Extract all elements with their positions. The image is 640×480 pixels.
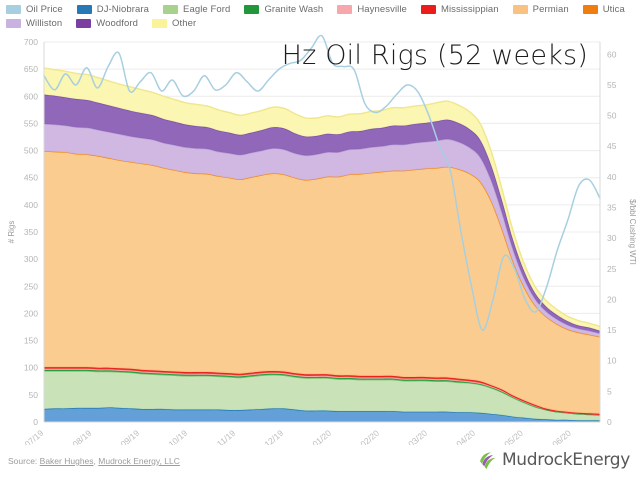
x-axis-tick-label: 10/19 (166, 428, 189, 445)
legend-swatch-icon (163, 4, 179, 14)
source-link-baker-hughes[interactable]: Baker Hughes (39, 456, 94, 466)
y2-axis-tick-label: 20 (607, 294, 617, 304)
legend-swatch-icon (420, 4, 436, 14)
y-axis-tick-label: 500 (24, 146, 38, 156)
y-axis-tick-label: 250 (24, 281, 38, 291)
legend-item-label: Granite Wash (264, 3, 324, 15)
area-woodford (44, 94, 600, 334)
y2-axis-tick-label: 5 (607, 386, 612, 396)
legend-swatch-icon (76, 18, 92, 28)
legend-item-label: Eagle Ford (183, 3, 231, 15)
legend-swatch-icon (337, 4, 353, 14)
area-outline-other (43, 67, 601, 328)
logo-word-energy: Energy (572, 450, 630, 470)
x-axis-tick-label: 03/20 (406, 428, 429, 445)
y2-axis-tick-label: 55 (607, 80, 617, 90)
legend-item-permian[interactable]: Permian (512, 2, 569, 16)
x-axis-tick-label: 08/19 (71, 428, 94, 445)
logo-wordmark: MudrockEnergy (502, 450, 630, 470)
legend-item-other[interactable]: Other (152, 16, 196, 30)
area-eagle-ford (44, 370, 600, 421)
y-axis-tick-label: 550 (24, 118, 38, 128)
y-axis-tick-label: 200 (24, 308, 38, 318)
legend-swatch-icon (6, 18, 21, 28)
legend-swatch-icon (76, 4, 92, 14)
area-permian (44, 151, 600, 414)
y-axis-tick-label: 100 (24, 363, 38, 373)
legend-item-label: Woodford (96, 17, 139, 29)
legend-swatch-icon (244, 4, 260, 14)
y-axis-title: # Rigs (7, 221, 16, 244)
legend-item-mississippian[interactable]: Mississippian (420, 2, 499, 16)
y2-axis-tick-label: 50 (607, 111, 617, 121)
legend-item-utica[interactable]: Utica (582, 2, 625, 16)
source-prefix: Source: (8, 456, 40, 466)
y2-axis-tick-label: 35 (607, 202, 617, 212)
legend-item-oil-price[interactable]: Oil Price (6, 2, 63, 16)
chart-legend: Oil Price DJ-Niobrara Eagle Ford Granite Wa… (6, 2, 634, 30)
y-axis-tick-label: 300 (24, 254, 38, 264)
legend-swatch-icon (512, 4, 528, 14)
y-axis-tick-label: 150 (24, 336, 38, 346)
area-other (44, 68, 600, 331)
legend-item-eagle-ford[interactable]: Eagle Ford (163, 2, 230, 16)
x-axis-tick-label: 05/20 (502, 428, 525, 445)
legend-item-dj-niobrara[interactable]: DJ-Niobrara (76, 2, 150, 16)
x-axis-tick-label: 04/20 (454, 428, 477, 445)
legend-swatch-icon (6, 4, 21, 14)
source-separator: , (93, 456, 99, 466)
x-axis-tick-label: 01/20 (310, 428, 333, 445)
line-oil-price (43, 34, 601, 331)
mudrock-swirl-icon (480, 452, 496, 470)
y2-axis-tick-label: 15 (607, 325, 617, 335)
y-axis-tick-label: 400 (24, 200, 38, 210)
y-axis-tick-label: 350 (24, 227, 38, 237)
y-axis-tick-label: 700 (24, 37, 38, 47)
x-axis-tick-label: 11/19 (215, 428, 237, 445)
legend-item-label: Oil Price (26, 3, 63, 15)
legend-item-label: DJ-Niobrara (96, 3, 150, 15)
legend-item-williston[interactable]: Williston (6, 16, 62, 30)
y2-axis-tick-label: 25 (607, 264, 617, 274)
legend-item-label: Haynesville (357, 3, 407, 15)
y-axis-tick-label: 450 (24, 173, 38, 183)
legend-item-label: Utica (602, 3, 625, 15)
x-axis-tick-label: 07/19 (23, 428, 46, 445)
area-dj-niobrara (44, 407, 600, 422)
legend-item-label: Mississippian (440, 3, 499, 15)
plot-area: 0 50 100 150 200 250 300 350 400 450 500 550 600 650 7… (0, 30, 640, 445)
area-williston (44, 123, 600, 337)
area-chart-svg: 0501001502002503003504004505005506006507… (7, 34, 637, 445)
legend-item-haynesville[interactable]: Haynesville (337, 2, 407, 16)
y2-axis-tick-label: 60 (607, 49, 617, 59)
source-link-mudrock-energy[interactable]: Mudrock Energy, LLC (98, 456, 180, 466)
legend-item-woodford[interactable]: Woodford (76, 16, 138, 30)
legend-item-label: Permian (532, 3, 569, 15)
y2-axis-tick-label: 40 (607, 172, 617, 182)
x-axis-tick-label: 06/20 (550, 428, 573, 445)
y2-axis-title: $/bbl Cushing WTI (628, 199, 637, 265)
y-axis-tick-label: 50 (29, 390, 39, 400)
legend-swatch-icon (152, 18, 168, 28)
legend-item-label: Other (172, 17, 197, 29)
legend-swatch-icon (582, 4, 598, 14)
y-axis-tick-label: 650 (24, 64, 38, 74)
y2-axis-tick-label: 0 (607, 417, 612, 427)
logo-word-mudrock: Mudrock (501, 450, 573, 470)
mudrock-energy-logo: MudrockEnergy (478, 450, 630, 470)
y-axis-tick-label: 600 (24, 91, 38, 101)
x-axis-tick-label: 09/19 (118, 428, 141, 445)
y2-axis-tick-label: 45 (607, 141, 617, 151)
legend-item-label: Williston (26, 17, 63, 29)
y-axis-tick-label: 0 (33, 417, 38, 427)
x-axis-tick-label: 02/20 (358, 428, 381, 445)
x-axis-tick-label: 12/19 (262, 428, 285, 445)
legend-item-granite-wash[interactable]: Granite Wash (244, 2, 323, 16)
chart-title: Hz Oil Rigs (52 weeks) (281, 40, 588, 71)
y2-axis-tick-label: 30 (607, 233, 617, 243)
source-note: Source: Baker Hughes, Mudrock Energy, LL… (8, 456, 180, 466)
y2-axis-tick-label: 10 (607, 356, 617, 366)
